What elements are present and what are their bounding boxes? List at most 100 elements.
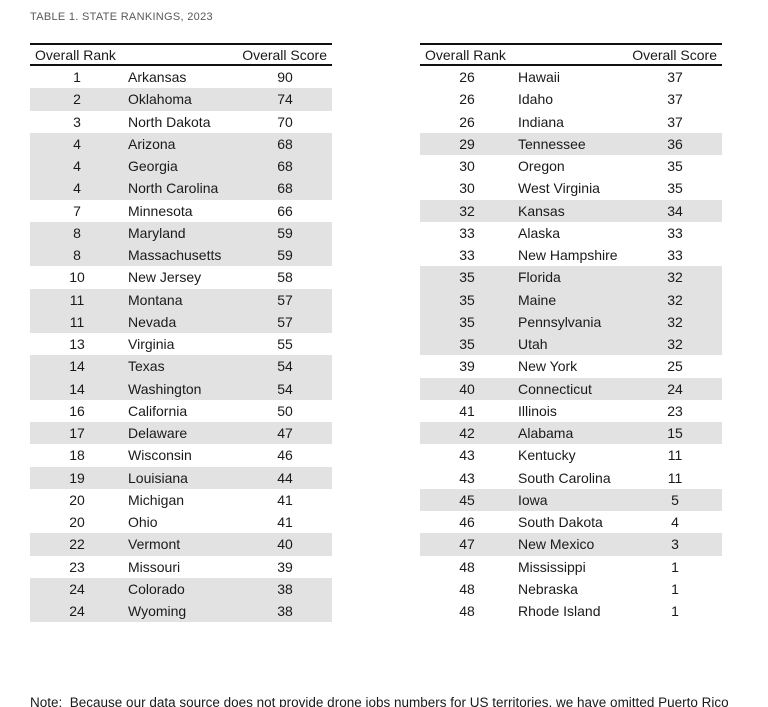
rank-cell: 14 bbox=[69, 358, 85, 375]
state-cell: Wisconsin bbox=[128, 447, 192, 464]
table-row: 4 Arizona 68 bbox=[30, 132, 332, 155]
table-row: 29 Tennessee 36 bbox=[420, 132, 722, 155]
score-cell: 68 bbox=[277, 180, 293, 197]
state-cell: Connecticut bbox=[518, 380, 592, 397]
score-cell: 1 bbox=[671, 580, 679, 597]
table-row: 35 Florida 32 bbox=[420, 266, 722, 289]
rank-cell: 8 bbox=[73, 224, 81, 241]
score-cell: 3 bbox=[671, 536, 679, 553]
score-cell: 47 bbox=[277, 425, 293, 442]
score-cell: 23 bbox=[667, 402, 683, 419]
score-cell: 90 bbox=[277, 69, 293, 86]
document-page: TABLE 1. STATE RANKINGS, 2023 Overall Ra… bbox=[0, 11, 768, 707]
score-cell: 66 bbox=[277, 202, 293, 219]
rank-cell: 26 bbox=[459, 69, 475, 86]
table-row: 11 Montana 57 bbox=[30, 288, 332, 311]
score-cell: 33 bbox=[667, 224, 683, 241]
table-row: 26 Idaho 37 bbox=[420, 88, 722, 110]
rank-cell: 30 bbox=[459, 180, 475, 197]
rank-cell: 11 bbox=[69, 313, 85, 330]
table-row: 2 Oklahoma 74 bbox=[30, 88, 332, 111]
score-cell: 33 bbox=[667, 247, 683, 264]
state-cell: California bbox=[128, 402, 188, 419]
table-row: 41 Illinois 23 bbox=[420, 400, 722, 422]
table-row: 48 Nebraska 1 bbox=[420, 578, 722, 600]
table-row: 1 Arkansas 90 bbox=[30, 66, 332, 88]
score-cell: 32 bbox=[667, 291, 683, 308]
table-row: 3 North Dakota 70 bbox=[30, 111, 332, 133]
rank-cell: 45 bbox=[459, 491, 475, 508]
state-cell: Kentucky bbox=[518, 447, 576, 464]
score-cell: 40 bbox=[277, 536, 293, 553]
score-cell: 4 bbox=[671, 514, 679, 531]
score-cell: 44 bbox=[277, 469, 293, 486]
state-cell: Oregon bbox=[518, 158, 565, 175]
rank-cell: 13 bbox=[69, 336, 85, 353]
score-column-header: Overall Score bbox=[242, 46, 327, 63]
rank-cell: 47 bbox=[459, 536, 475, 553]
rank-cell: 39 bbox=[459, 358, 475, 375]
table-row: 20 Michigan 41 bbox=[30, 489, 332, 511]
state-cell: Illinois bbox=[518, 402, 557, 419]
rank-cell: 48 bbox=[459, 603, 475, 620]
state-cell: Maine bbox=[518, 291, 557, 308]
rank-cell: 35 bbox=[459, 336, 475, 353]
state-cell: Rhode Island bbox=[518, 603, 601, 620]
state-cell: Massachusetts bbox=[128, 247, 222, 264]
table-row: 8 Maryland 59 bbox=[30, 221, 332, 244]
score-cell: 68 bbox=[277, 135, 293, 152]
score-cell: 38 bbox=[277, 580, 293, 597]
state-cell: Minnesota bbox=[128, 202, 193, 219]
state-cell: Hawaii bbox=[518, 69, 561, 86]
state-cell: Ohio bbox=[128, 514, 158, 531]
rank-cell: 4 bbox=[73, 135, 81, 152]
state-cell: Michigan bbox=[128, 491, 185, 508]
state-cell: Montana bbox=[128, 291, 183, 308]
state-cell: South Carolina bbox=[518, 469, 611, 486]
state-cell: Mississippi bbox=[518, 558, 586, 575]
score-cell: 34 bbox=[667, 202, 683, 219]
state-cell: Florida bbox=[518, 269, 561, 286]
state-cell: Virginia bbox=[128, 336, 175, 353]
state-cell: Colorado bbox=[128, 580, 185, 597]
score-cell: 11 bbox=[667, 447, 683, 464]
page-title: TABLE 1. STATE RANKINGS, 2023 bbox=[30, 11, 213, 23]
score-cell: 68 bbox=[277, 158, 293, 175]
rank-cell: 33 bbox=[459, 224, 475, 241]
state-cell: Nebraska bbox=[518, 580, 578, 597]
state-cell: Alabama bbox=[518, 425, 574, 442]
score-cell: 24 bbox=[667, 380, 683, 397]
table-row: 48 Rhode Island 1 bbox=[420, 600, 722, 622]
state-cell: Georgia bbox=[128, 158, 178, 175]
score-cell: 41 bbox=[277, 491, 293, 508]
score-cell: 37 bbox=[667, 69, 683, 86]
state-cell: South Dakota bbox=[518, 514, 603, 531]
table-row: 35 Utah 32 bbox=[420, 333, 722, 356]
rank-cell: 18 bbox=[69, 447, 85, 464]
table-row: 8 Massachusetts 59 bbox=[30, 244, 332, 267]
footnote-line-1: Note: Because our data source does not p… bbox=[30, 695, 729, 707]
score-cell: 54 bbox=[277, 358, 293, 375]
table-row: 18 Wisconsin 46 bbox=[30, 444, 332, 466]
table-row: 48 Mississippi 1 bbox=[420, 556, 722, 578]
state-cell: Iowa bbox=[518, 491, 548, 508]
state-cell: Pennsylvania bbox=[518, 313, 602, 330]
rank-cell: 32 bbox=[459, 202, 475, 219]
table-row: 42 Alabama 15 bbox=[420, 422, 722, 445]
score-cell: 54 bbox=[277, 380, 293, 397]
table-row: 13 Virginia 55 bbox=[30, 333, 332, 355]
state-cell: Washington bbox=[128, 380, 202, 397]
table-row: 17 Delaware 47 bbox=[30, 422, 332, 445]
score-cell: 35 bbox=[667, 158, 683, 175]
table-row: 22 Vermont 40 bbox=[30, 533, 332, 556]
rank-table-left: Overall Rank Overall Score 1 Arkansas 90 2 O… bbox=[30, 43, 332, 623]
table-row: 33 Alaska 33 bbox=[420, 222, 722, 244]
state-cell: New York bbox=[518, 358, 578, 375]
table-row: 16 California 50 bbox=[30, 400, 332, 422]
score-cell: 1 bbox=[671, 603, 679, 620]
state-cell: Vermont bbox=[128, 536, 181, 553]
table-body: 26 Hawaii 37 26 Idaho 37 26 Indiana 37 29 Tennesse… bbox=[420, 66, 722, 622]
state-cell: Maryland bbox=[128, 224, 186, 241]
score-cell: 37 bbox=[667, 91, 683, 108]
table-row: 20 Ohio 41 bbox=[30, 511, 332, 533]
